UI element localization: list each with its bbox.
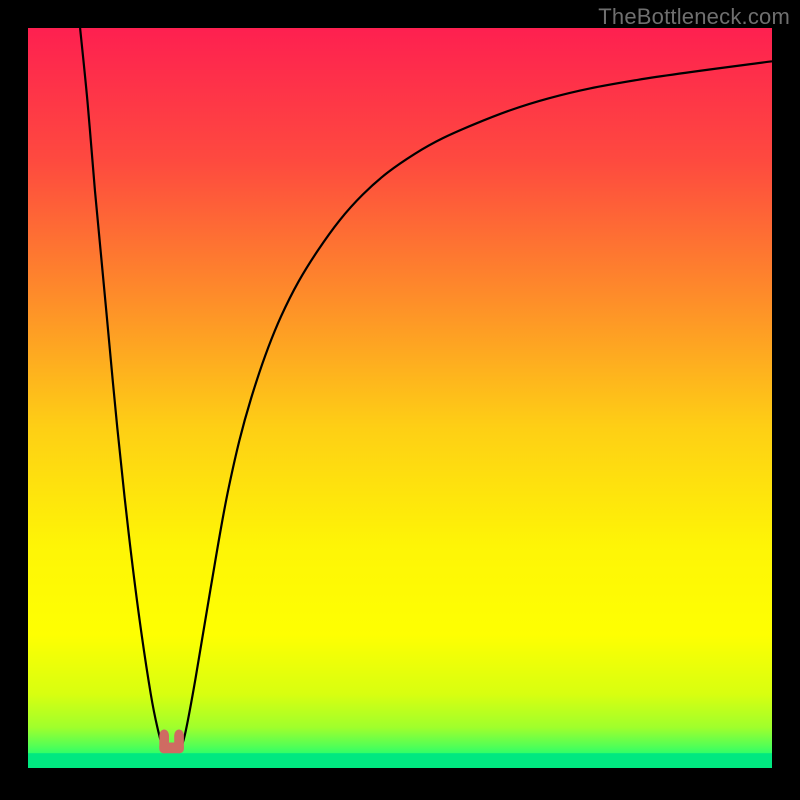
plot-area (28, 28, 772, 768)
watermark-text: TheBottleneck.com (598, 4, 790, 30)
chart-frame: TheBottleneck.com (0, 0, 800, 800)
green-bottom-strip (28, 753, 772, 768)
plot-svg (28, 28, 772, 768)
background-gradient (28, 28, 772, 768)
